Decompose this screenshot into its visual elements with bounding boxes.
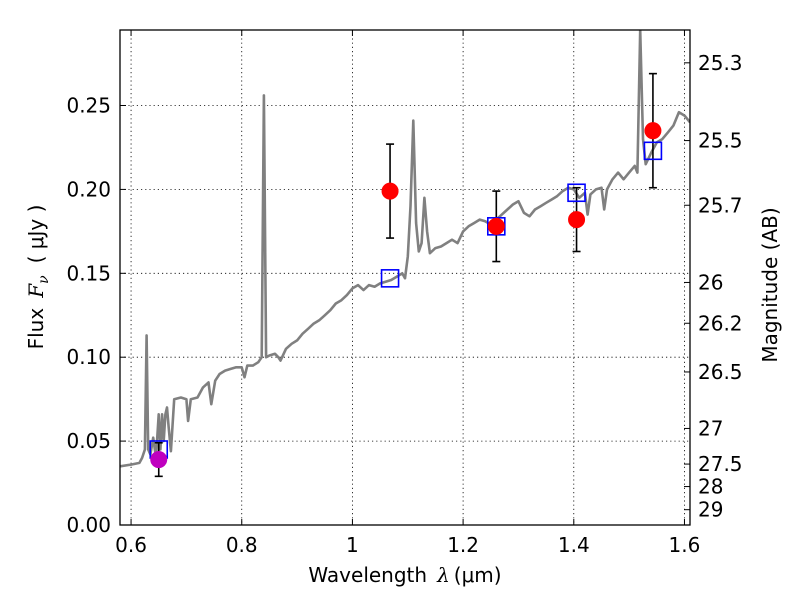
y2-tick-label: 26: [698, 270, 723, 294]
observed-point: [568, 211, 586, 229]
y-axis-label: FluxFν( μJy ): [24, 205, 52, 350]
x-tick-label: 1: [346, 533, 359, 557]
plot-frame: [119, 29, 691, 526]
y2-tick-label: 25.7: [698, 193, 743, 217]
y-tick-label: 0.20: [66, 177, 111, 201]
x-tick-label: 0.8: [226, 533, 258, 557]
y2-tick-label: 26.2: [698, 311, 743, 335]
x-tick-label: 0.6: [115, 533, 147, 557]
x-tick-label: 1.4: [558, 533, 590, 557]
y-tick-label: 0.15: [66, 261, 111, 285]
y2-tick-label: 25.5: [698, 129, 743, 153]
model-band-square: [643, 141, 663, 161]
y-tick-label: 0.10: [66, 345, 111, 369]
y2-tick-label: 25.3: [698, 51, 743, 75]
y-tick-label: 0.05: [66, 429, 111, 453]
y2-axis-label: Magnitude (AB): [758, 207, 782, 362]
y2-tick-label: 26.5: [698, 360, 743, 384]
x-axis-label: Wavelength λ (μm): [308, 563, 501, 587]
points-layer: [149, 72, 663, 478]
y-tick-label: 0.25: [66, 94, 111, 118]
spectrum-layer: [120, 30, 690, 468]
observed-point: [381, 182, 399, 200]
y2-tick-label: 28: [698, 475, 723, 499]
observed-point: [487, 217, 505, 235]
ticks: 0.6 0.8 1 1.2 1.4 1.6 0.00 0.05 0.10 0.15 0.20 0.25…: [66, 30, 743, 557]
y2-tick-label: 29: [698, 498, 723, 522]
x-tick-label: 1.6: [669, 533, 701, 557]
observed-point: [150, 451, 168, 469]
model-spectrum-line: [120, 30, 690, 468]
observed-point: [644, 122, 662, 140]
y-tick-label: 0.00: [66, 513, 111, 537]
y2-tick-label: 27.5: [698, 452, 743, 476]
model-band-square: [380, 269, 400, 288]
model-band-square: [567, 183, 586, 203]
y2-tick-label: 27: [698, 416, 723, 440]
x-tick-label: 1.2: [447, 533, 479, 557]
